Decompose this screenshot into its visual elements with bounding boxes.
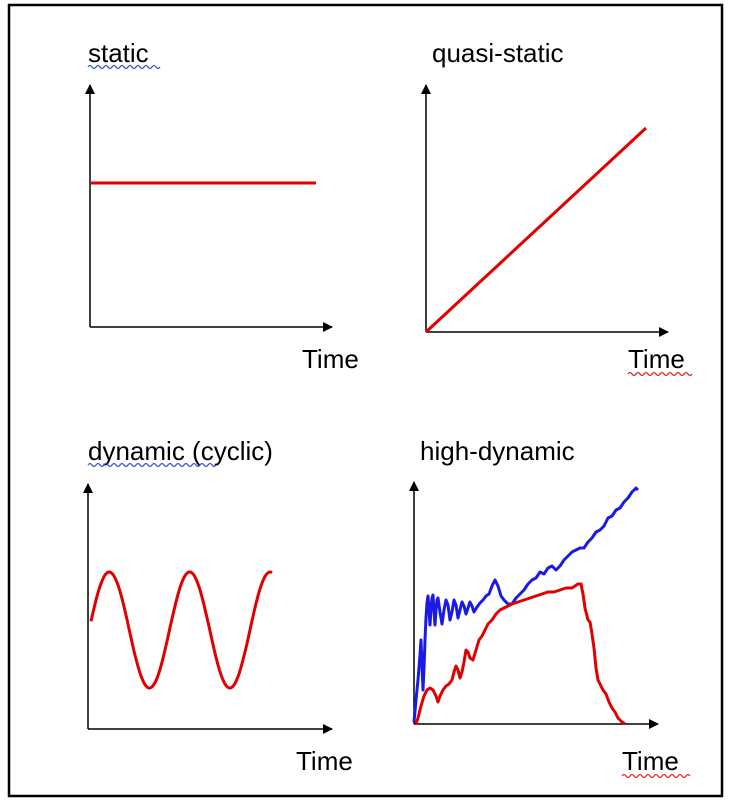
panel-dynamic-cyclic: dynamic (cyclic) Time [83, 436, 353, 776]
panel-static: static Time [85, 38, 359, 374]
blue-noisy-curve [412, 486, 640, 723]
panel-quasi-static-title: quasi-static [432, 38, 564, 68]
ramp-curve [424, 126, 648, 334]
panel-high-dynamic-xlabel: Time [622, 746, 679, 776]
spellcheck-underline [87, 462, 217, 468]
spellcheck-underline [627, 371, 693, 377]
spellcheck-underline [87, 64, 161, 70]
panel-dynamic-title: dynamic (cyclic) [88, 436, 273, 466]
panel-static-xlabel: Time [302, 344, 359, 374]
panel-high-dynamic: high-dynamic Time [409, 436, 691, 779]
panel-static-title: static [88, 38, 149, 68]
panel-quasi-static: quasi-static Time [421, 38, 693, 377]
red-transient-curve [414, 582, 626, 726]
spellcheck-underline [621, 773, 691, 779]
outer-frame [7, 3, 724, 798]
panel-dynamic-xlabel: Time [296, 746, 353, 776]
sine-curve [89, 570, 273, 690]
panel-high-dynamic-title: high-dynamic [420, 436, 575, 466]
panel-quasi-static-xlabel: Time [628, 344, 685, 374]
